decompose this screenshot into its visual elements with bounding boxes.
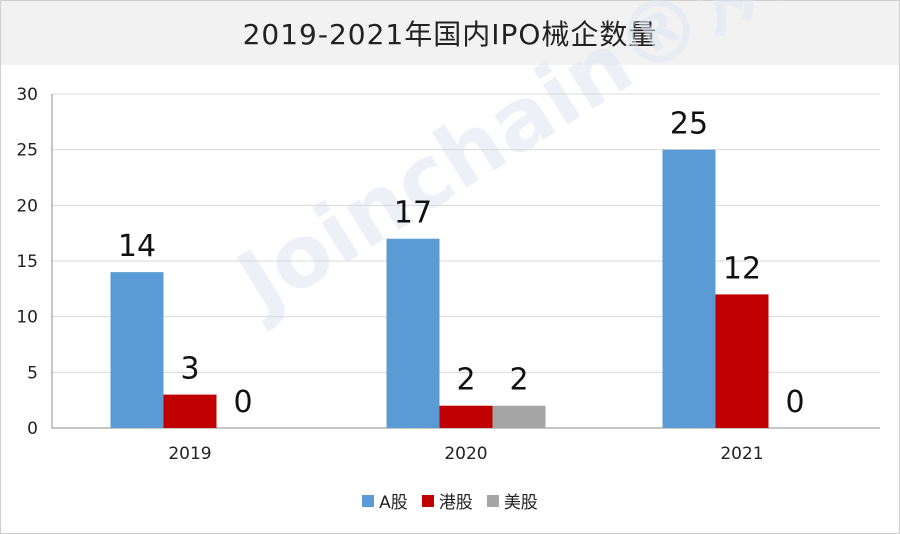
legend-swatch	[421, 494, 434, 507]
legend-swatch	[486, 494, 499, 507]
data-label: 17	[394, 196, 432, 231]
x-tick-label: 2021	[720, 444, 763, 464]
legend-item: 美股	[486, 488, 538, 513]
bar	[715, 294, 769, 428]
y-tick-label: 5	[27, 363, 38, 383]
data-label: 0	[785, 385, 804, 420]
legend-item: A股	[362, 488, 408, 513]
y-tick-label: 20	[16, 196, 38, 216]
y-tick-label: 10	[16, 308, 38, 328]
y-tick-label: 25	[16, 141, 38, 161]
y-tick-label: 30	[16, 85, 38, 105]
data-label: 0	[233, 385, 252, 420]
legend-item: 港股	[421, 488, 473, 513]
x-tick-label: 2020	[444, 444, 487, 464]
bar	[662, 149, 716, 428]
data-label: 12	[723, 251, 761, 286]
chart-title-bar: 2019-2021年国内IPO械企数量	[1, 1, 899, 65]
data-label: 3	[180, 352, 199, 387]
y-tick-label: 0	[27, 419, 38, 439]
legend-swatch	[362, 494, 375, 507]
bar	[163, 394, 217, 428]
data-label: 25	[670, 107, 708, 142]
chart-title: 2019-2021年国内IPO械企数量	[242, 18, 658, 51]
bar	[110, 272, 164, 428]
data-label: 14	[118, 229, 156, 264]
x-tick-label: 2019	[168, 444, 211, 464]
y-tick-label: 15	[16, 252, 38, 272]
bar	[439, 405, 493, 428]
data-label: 2	[509, 363, 528, 398]
legend-label: A股	[379, 493, 408, 513]
data-label: 2	[456, 363, 475, 398]
bar	[386, 238, 440, 428]
legend-label: 美股	[503, 493, 538, 513]
legend-label: 港股	[438, 493, 473, 513]
chart-legend: A股 港股 美股	[0, 488, 900, 513]
bar	[492, 405, 546, 428]
